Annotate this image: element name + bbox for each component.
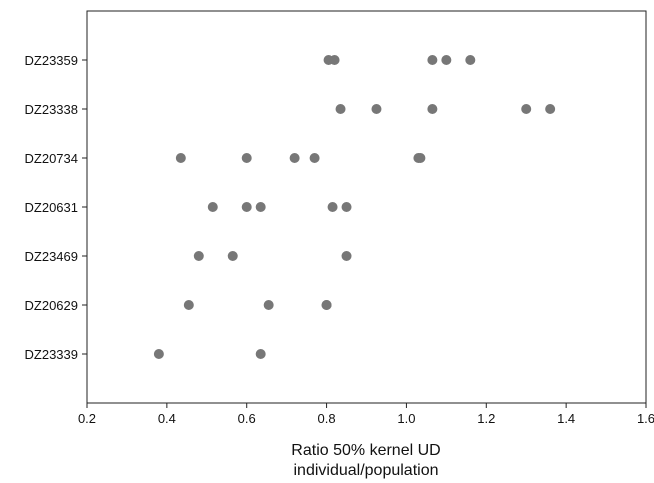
- data-point: [441, 55, 452, 65]
- data-point: [241, 202, 252, 212]
- data-point: [183, 300, 194, 310]
- data-point: [263, 300, 274, 310]
- data-point: [371, 104, 382, 114]
- x-tick-label: 0.6: [238, 411, 256, 426]
- data-point: [227, 251, 238, 261]
- data-point: [289, 153, 300, 163]
- data-point: [207, 202, 218, 212]
- y-axis: DZ23359 DZ23338 DZ20734 DZ20631 DZ23469 DZ206…: [25, 53, 87, 362]
- data-point: [241, 153, 252, 163]
- x-tick-label: 0.4: [158, 411, 176, 426]
- data-point: [521, 104, 532, 114]
- x-tick-label: 1.2: [477, 411, 495, 426]
- y-category-label: DZ23338: [25, 102, 78, 117]
- data-point: [427, 55, 438, 65]
- x-axis-label-line-2: individual/population: [294, 462, 439, 479]
- data-point: [255, 349, 266, 359]
- data-point: [545, 104, 556, 114]
- x-axis-label-line-1: Ratio 50% kernel UD: [291, 442, 440, 459]
- y-category-label: DZ20734: [25, 151, 78, 166]
- y-category-label: DZ20629: [25, 298, 78, 313]
- data-point: [153, 349, 164, 359]
- x-axis: 0.2 0.4 0.6 0.8 1.0 1.2 1.4 1.6: [78, 403, 654, 426]
- x-tick-label: 1.6: [637, 411, 654, 426]
- data-point: [415, 153, 426, 163]
- y-category-label: DZ23469: [25, 249, 78, 264]
- data-point: [341, 251, 352, 261]
- x-tick-label: 0.8: [318, 411, 336, 426]
- data-point: [465, 55, 476, 65]
- data-point: [321, 300, 332, 310]
- data-point: [327, 202, 338, 212]
- data-point: [309, 153, 320, 163]
- data-point: [329, 55, 340, 65]
- x-tick-label: 0.2: [78, 411, 96, 426]
- y-category-label: DZ20631: [25, 200, 78, 215]
- data-points: [153, 55, 556, 359]
- x-tick-label: 1.4: [557, 411, 575, 426]
- data-point: [193, 251, 204, 261]
- y-category-label: DZ23359: [25, 53, 78, 68]
- data-point: [175, 153, 186, 163]
- data-point: [335, 104, 346, 114]
- x-tick-label: 1.0: [397, 411, 415, 426]
- plot-area-frame: [86, 10, 647, 404]
- y-category-label: DZ23339: [25, 347, 78, 362]
- data-point: [255, 202, 266, 212]
- data-point: [427, 104, 438, 114]
- data-point: [341, 202, 352, 212]
